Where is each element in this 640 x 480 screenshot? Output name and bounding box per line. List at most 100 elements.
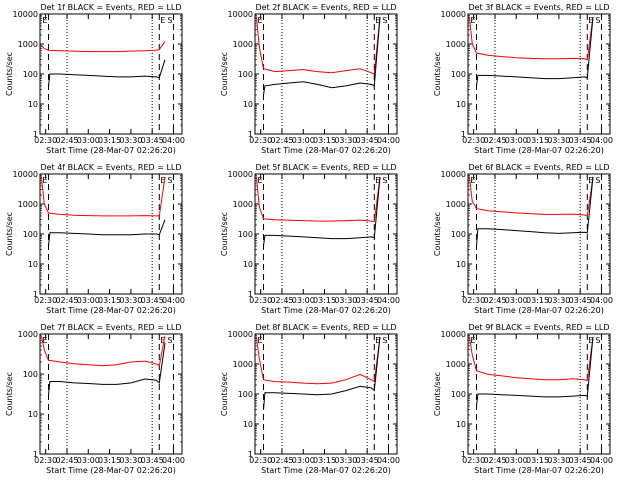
x-tick-label: 02:30	[462, 136, 485, 145]
e-marker-label: E	[160, 336, 165, 345]
x-tick-label: 04:00	[590, 136, 613, 145]
y-tick-label: 1000	[18, 200, 38, 209]
y-tick-label: 10	[456, 100, 466, 109]
e-marker-label: E	[588, 336, 593, 345]
x-tick-label: 03:45	[569, 136, 592, 145]
y-tick-label: 1000	[18, 40, 38, 49]
x-tick-label: 03:45	[569, 456, 592, 465]
x-tick-label: 04:00	[590, 296, 613, 305]
y-tick-label: 10000	[228, 10, 253, 19]
y-axis-label: Counts/sec	[433, 212, 442, 256]
y-tick-label: 10	[243, 260, 253, 269]
x-tick-label: 02:45	[55, 296, 78, 305]
y-tick-label: 1	[461, 450, 466, 459]
x-tick-label: 03:30	[334, 296, 357, 305]
x-tick-label: 03:15	[313, 296, 336, 305]
chart-panel-6: Det 6f BLACK = Events, RED = LLD Counts/s…	[433, 163, 613, 315]
s-marker-label: S	[167, 336, 172, 345]
x-axis-label: Start Time (28-Mar-07 02:26:20)	[46, 146, 176, 155]
x-tick-label: 03:30	[547, 296, 570, 305]
x-axis-label: Start Time (28-Mar-07 02:26:20)	[261, 146, 391, 155]
x-tick-label: 03:00	[77, 456, 100, 465]
s-marker-label: S	[382, 176, 387, 185]
lld-series-line	[40, 176, 166, 217]
y-tick-label: 10000	[13, 170, 38, 179]
events-series-line	[48, 59, 166, 86]
y-tick-label: 1	[248, 130, 253, 139]
plot-frame	[39, 333, 183, 455]
chart-title: Det 2f BLACK = Events, RED = LLD	[255, 3, 396, 12]
lld-series-line	[468, 16, 594, 61]
x-tick-label: 03:00	[292, 456, 315, 465]
y-axis-label: Counts/sec	[5, 52, 14, 96]
y-tick-label: 1000	[446, 360, 466, 369]
x-tick-label: 03:00	[292, 296, 315, 305]
x-tick-label: 03:15	[98, 456, 121, 465]
e-marker-label: E	[470, 16, 475, 25]
events-series-line	[263, 336, 381, 410]
chart-title: Det 4f BLACK = Events, RED = LLD	[40, 163, 181, 172]
chart-panel-2: Det 2f BLACK = Events, RED = LLD Counts/s…	[220, 3, 400, 155]
y-tick-label: 10	[243, 420, 253, 429]
x-tick-label: 03:15	[98, 296, 121, 305]
y-tick-label: 100	[238, 230, 253, 239]
s-marker-label: S	[595, 176, 600, 185]
chart-title: Det 1f BLACK = Events, RED = LLD	[40, 3, 181, 12]
chart-panel-5: Det 5f BLACK = Events, RED = LLD Counts/s…	[220, 163, 400, 315]
x-tick-label: 02:30	[462, 296, 485, 305]
e-marker-label: E	[375, 336, 380, 345]
y-tick-label: 100	[23, 70, 38, 79]
s-marker-label: S	[595, 16, 600, 25]
x-tick-label: 03:30	[334, 136, 357, 145]
x-tick-label: 02:30	[249, 296, 272, 305]
y-axis-label: Counts/sec	[433, 52, 442, 96]
y-tick-label: 1000	[18, 330, 38, 339]
lld-series-line	[468, 176, 594, 217]
chart-panel-8: Det 8f BLACK = Events, RED = LLD Counts/s…	[220, 323, 400, 475]
s-marker-label: S	[382, 16, 387, 25]
s-marker-label: S	[595, 336, 600, 345]
lld-series-line	[41, 41, 166, 53]
y-tick-label: 1	[33, 290, 38, 299]
s-marker-label: S	[382, 336, 387, 345]
y-tick-label: 1000	[446, 40, 466, 49]
y-tick-label: 100	[451, 70, 466, 79]
y-tick-label: 1	[461, 290, 466, 299]
plot-frame	[254, 333, 398, 455]
y-tick-label: 100	[238, 70, 253, 79]
x-tick-label: 02:30	[34, 296, 57, 305]
x-tick-label: 04:00	[162, 456, 185, 465]
x-tick-label: 03:30	[119, 456, 142, 465]
y-tick-label: 1000	[446, 200, 466, 209]
y-tick-label: 10000	[13, 10, 38, 19]
x-tick-label: 02:45	[55, 136, 78, 145]
y-tick-label: 10	[28, 260, 38, 269]
x-tick-label: 03:45	[356, 456, 379, 465]
x-tick-label: 02:30	[34, 456, 57, 465]
x-tick-label: 02:45	[270, 296, 293, 305]
x-tick-label: 02:45	[483, 296, 506, 305]
x-tick-label: 03:15	[526, 136, 549, 145]
e-marker-label: E	[42, 176, 47, 185]
e-marker-label: E	[470, 176, 475, 185]
y-tick-label: 1	[248, 290, 253, 299]
s-marker-label: S	[167, 16, 172, 25]
plot-frame	[39, 13, 183, 135]
x-tick-label: 04:00	[162, 136, 185, 145]
y-axis-label: Counts/sec	[220, 372, 229, 416]
e-marker-label: E	[160, 176, 165, 185]
plot-frame	[254, 173, 398, 295]
x-tick-label: 03:15	[526, 456, 549, 465]
lld-series-line	[40, 335, 166, 367]
chart-title: Det 3f BLACK = Events, RED = LLD	[468, 3, 609, 12]
y-tick-label: 100	[238, 390, 253, 399]
events-series-line	[48, 342, 166, 395]
e-marker-label: E	[42, 336, 47, 345]
y-tick-label: 1000	[233, 40, 253, 49]
x-tick-label: 03:15	[98, 136, 121, 145]
x-tick-label: 03:30	[119, 296, 142, 305]
x-tick-label: 03:45	[356, 296, 379, 305]
x-tick-label: 03:00	[292, 136, 315, 145]
x-tick-label: 03:45	[356, 136, 379, 145]
